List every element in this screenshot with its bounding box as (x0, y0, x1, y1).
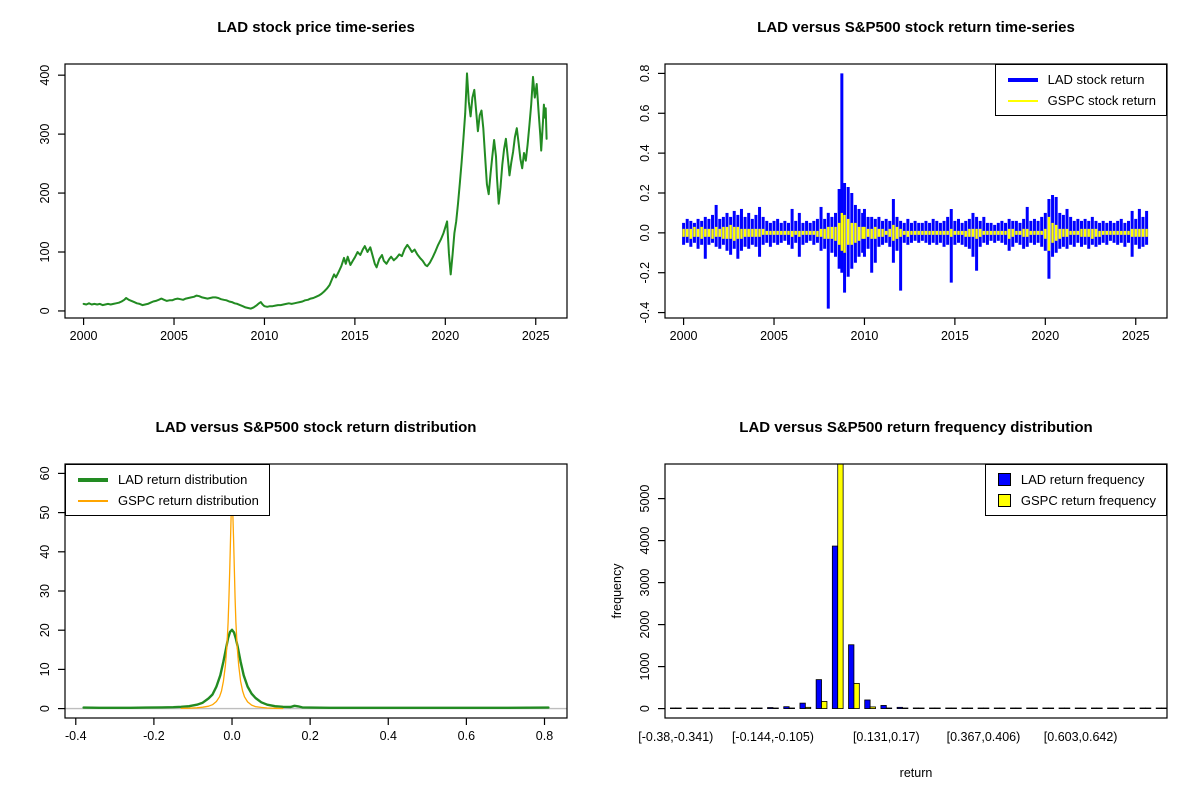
svg-text:200: 200 (38, 183, 52, 204)
legend-label: GSPC return distribution (118, 493, 259, 508)
svg-text:5000: 5000 (638, 485, 652, 513)
svg-text:return: return (900, 766, 933, 780)
legend-item-gspc-density: GSPC return distribution (78, 490, 259, 511)
svg-text:2015: 2015 (341, 329, 369, 343)
return-distribution-legend: LAD return distribution GSPC return dist… (65, 464, 270, 516)
svg-text:50: 50 (38, 506, 52, 520)
svg-text:[0.367,0.406): [0.367,0.406) (947, 730, 1021, 744)
svg-text:100: 100 (38, 242, 52, 263)
return-frequency-title: LAD versus S&P500 return frequency distr… (739, 419, 1093, 436)
panel-return-frequency: 0 1000 2000 3000 4000 5000 [-0.38,-0.341) [-0.1… (600, 400, 1200, 800)
svg-text:0: 0 (638, 705, 652, 712)
svg-text:10: 10 (38, 662, 52, 676)
gspc-density-line-key-icon (78, 499, 108, 502)
svg-text:2025: 2025 (522, 329, 550, 343)
panel-return-timeseries: 2000 2005 2010 2015 2020 2025 -0.4 -0.2 0.0 0.2 0.… (600, 0, 1200, 400)
svg-text:-0.4: -0.4 (638, 302, 652, 324)
price-timeseries-title: LAD stock price time-series (217, 19, 415, 36)
panel-return-distribution: -0.4 -0.2 0.0 0.2 0.4 0.6 0.8 0 10 20 30 40 50 60 LAD… (0, 400, 600, 800)
svg-text:[-0.38,-0.341): [-0.38,-0.341) (638, 730, 713, 744)
legend-label: LAD return distribution (118, 472, 248, 487)
svg-text:0.2: 0.2 (301, 729, 318, 743)
return-distribution-chart: -0.4 -0.2 0.0 0.2 0.4 0.6 0.8 0 10 20 30 40 50 60 (38, 463, 568, 743)
lad-density-line-key-icon (78, 477, 108, 482)
gspc-line-key-icon (1007, 99, 1038, 102)
panel-price-timeseries: 2000 2005 2010 2015 2020 2025 0 100 200 300 400 LA… (0, 0, 600, 400)
svg-text:20: 20 (38, 623, 52, 637)
svg-text:2005: 2005 (760, 329, 788, 343)
svg-text:[0.603,0.642): [0.603,0.642) (1044, 730, 1118, 744)
legend-label: GSPC return frequency (1020, 493, 1156, 508)
svg-text:[-0.144,-0.105): [-0.144,-0.105) (732, 730, 814, 744)
svg-text:2025: 2025 (1122, 329, 1150, 343)
svg-text:frequency: frequency (610, 563, 624, 619)
return-timeseries-title: LAD versus S&P500 stock return time-seri… (757, 19, 1075, 36)
legend-item-gspc-return: GSPC stock return (1007, 90, 1156, 111)
svg-text:0.6: 0.6 (638, 105, 652, 122)
svg-text:0.2: 0.2 (638, 184, 652, 201)
lad-line-key-icon (1007, 77, 1038, 82)
return-frequency-chart: 0 1000 2000 3000 4000 5000 [-0.38,-0.341) [-0.1… (610, 463, 1168, 780)
svg-text:30: 30 (38, 584, 52, 598)
svg-text:400: 400 (38, 65, 52, 86)
legend-item-lad-frequency: LAD return frequency (997, 469, 1156, 490)
svg-text:2000: 2000 (70, 329, 98, 343)
price-timeseries-chart: 2000 2005 2010 2015 2020 2025 0 100 200 300 400 (38, 63, 568, 343)
svg-text:3000: 3000 (638, 569, 652, 597)
svg-text:40: 40 (38, 545, 52, 559)
svg-text:0.4: 0.4 (638, 144, 652, 161)
legend-label: GSPC stock return (1047, 93, 1156, 108)
svg-text:-0.4: -0.4 (65, 729, 87, 743)
svg-text:[0.131,0.17): [0.131,0.17) (853, 730, 920, 744)
legend-item-gspc-frequency: GSPC return frequency (997, 490, 1156, 511)
lad-frequency-swatch-icon (997, 473, 1011, 486)
svg-text:1000: 1000 (638, 653, 652, 681)
svg-text:2020: 2020 (431, 329, 459, 343)
svg-text:4000: 4000 (638, 527, 652, 555)
return-distribution-title: LAD versus S&P500 stock return distribut… (155, 419, 477, 436)
svg-text:0.0: 0.0 (223, 729, 240, 743)
svg-text:2000: 2000 (670, 329, 698, 343)
svg-text:300: 300 (38, 124, 52, 145)
svg-text:2015: 2015 (941, 329, 969, 343)
svg-text:2000: 2000 (638, 611, 652, 639)
gspc-frequency-swatch-icon (997, 494, 1011, 507)
svg-text:0: 0 (38, 307, 52, 314)
legend-item-lad-density: LAD return distribution (78, 469, 259, 490)
svg-text:-0.2: -0.2 (638, 262, 652, 284)
svg-text:0: 0 (38, 705, 52, 712)
svg-text:0.8: 0.8 (638, 65, 652, 82)
svg-text:0.0: 0.0 (638, 224, 652, 241)
svg-text:0.6: 0.6 (458, 729, 475, 743)
return-frequency-legend: LAD return frequency GSPC return frequen… (984, 464, 1167, 516)
svg-text:2010: 2010 (251, 329, 279, 343)
legend-item-lad-return: LAD stock return (1007, 69, 1156, 90)
svg-text:2005: 2005 (160, 329, 188, 343)
svg-text:0.8: 0.8 (536, 729, 553, 743)
return-timeseries-legend: LAD stock return GSPC stock return (994, 64, 1167, 116)
svg-text:-0.2: -0.2 (143, 729, 165, 743)
svg-text:2010: 2010 (851, 329, 879, 343)
svg-text:60: 60 (38, 466, 52, 480)
legend-label: LAD stock return (1047, 72, 1145, 87)
legend-label: LAD return frequency (1020, 472, 1145, 487)
svg-text:2020: 2020 (1031, 329, 1059, 343)
return-timeseries-chart: 2000 2005 2010 2015 2020 2025 -0.4 -0.2 0.0 0.2 0.… (638, 63, 1168, 343)
svg-text:0.4: 0.4 (380, 729, 397, 743)
